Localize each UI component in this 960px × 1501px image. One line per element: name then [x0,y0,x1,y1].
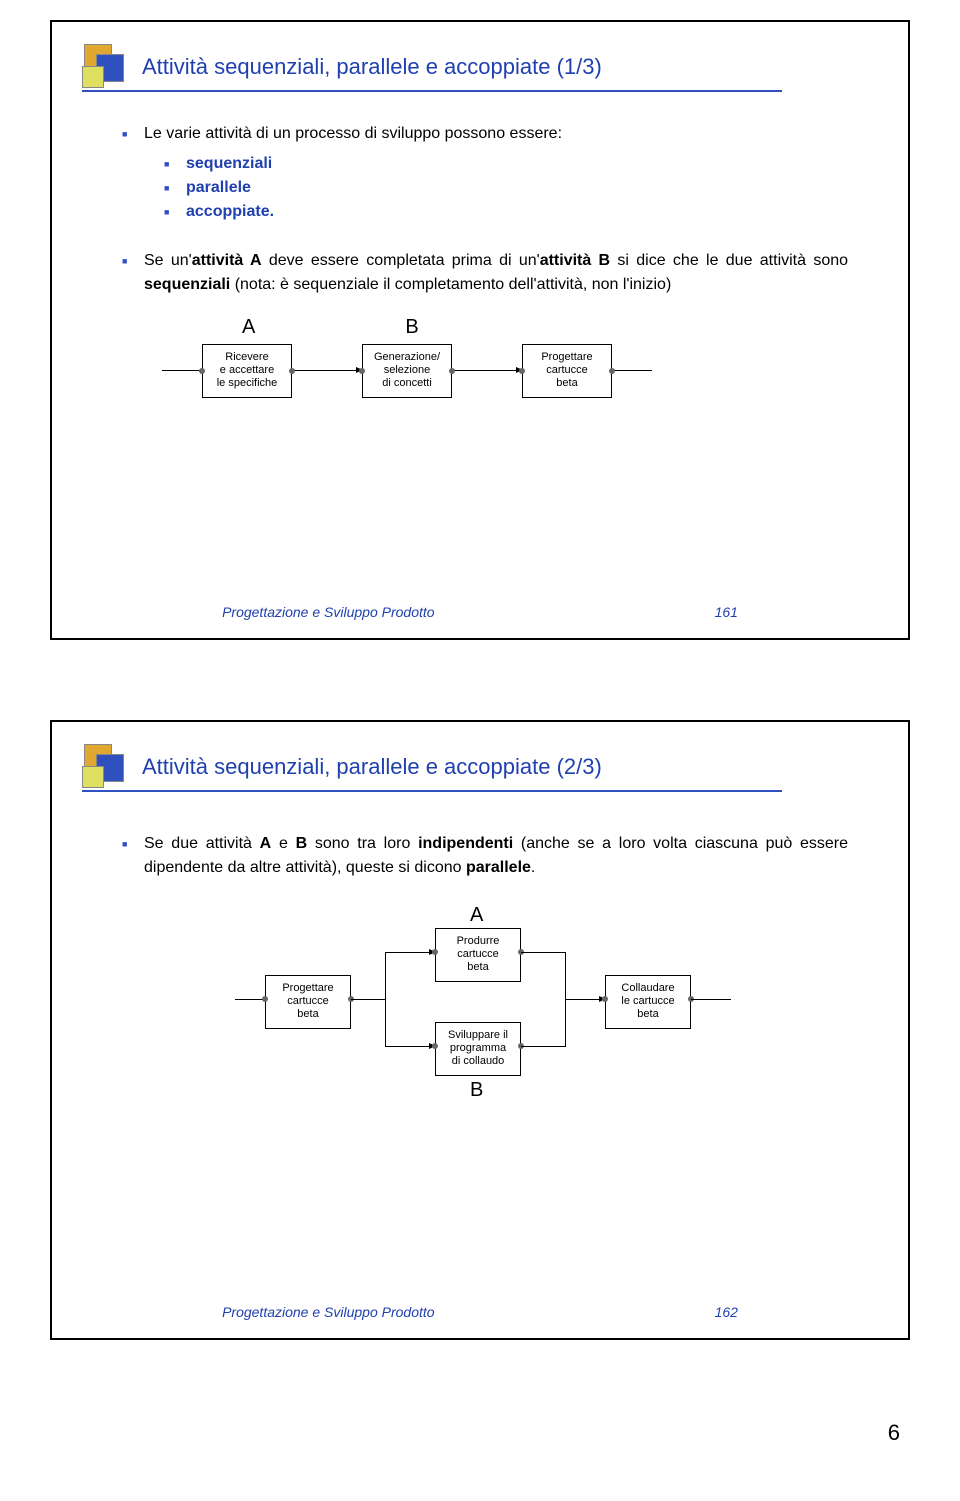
squares-icon [82,42,132,92]
type-item: parallele [164,176,848,200]
squares-icon [82,742,132,792]
slide-header: Attività sequenziali, parallele e accopp… [82,42,878,92]
type-item: accoppiate. [164,200,848,224]
slide-footer: Progettazione e Sviluppo Prodotto 161 [52,604,908,620]
sequential-diagram: A B Riceveree accettarele specifiche Gen… [162,312,848,398]
connector-dot [609,368,615,374]
definition-bullet: Se due attività A e B sono tra loro indi… [122,832,848,880]
diagram-label-b: B [405,312,418,342]
diagram-box: Sviluppare ilprogrammadi collaudo [435,1022,521,1076]
slide-title: Attività sequenziali, parallele e accopp… [142,754,602,780]
page-number: 6 [20,1420,900,1446]
footer-page: 161 [715,604,738,620]
slide-1: Attività sequenziali, parallele e accopp… [50,20,910,640]
diagram-label-b: B [470,1075,483,1105]
slide-2: Attività sequenziali, parallele e accopp… [50,720,910,1340]
connector-dot [199,368,205,374]
intro-bullet: Le varie attività di un processo di svil… [122,122,848,224]
slide-footer: Progettazione e Sviluppo Prodotto 162 [52,1304,908,1320]
diagram-box: Progettarecartuccebeta [522,344,612,398]
slide-body: Se due attività A e B sono tra loro indi… [122,832,848,1100]
intro-text: Le varie attività di un processo di svil… [144,125,562,142]
diagram-box: Progettarecartuccebeta [265,975,351,1029]
diagram-label-a: A [242,312,255,342]
diagram-box: Collaudarele cartuccebeta [605,975,691,1029]
diagram-box: Generazione/selezionedi concetti [362,344,452,398]
arrow-icon [292,370,362,371]
arrow-icon [452,370,522,371]
connector-dot [359,368,365,374]
slide-title: Attività sequenziali, parallele e accopp… [142,54,602,80]
slide-body: Le varie attività di un processo di svil… [122,122,848,398]
type-item: sequenziali [164,152,848,176]
definition-bullet: Se un'attività A deve essere completata … [122,249,848,297]
connector-dot [289,368,295,374]
slide-header: Attività sequenziali, parallele e accopp… [82,742,878,792]
diagram-label-a: A [470,900,483,930]
title-underline [82,90,782,92]
parallel-diagram: A B Progettarecartuccebeta Produrrecartu… [235,900,735,1100]
connector-dot [519,368,525,374]
footer-text: Progettazione e Sviluppo Prodotto [222,604,434,620]
connector-dot [449,368,455,374]
footer-page: 162 [715,1304,738,1320]
footer-text: Progettazione e Sviluppo Prodotto [222,1304,434,1320]
diagram-box: Produrrecartuccebeta [435,928,521,982]
title-underline [82,790,782,792]
diagram-box: Riceveree accettarele specifiche [202,344,292,398]
